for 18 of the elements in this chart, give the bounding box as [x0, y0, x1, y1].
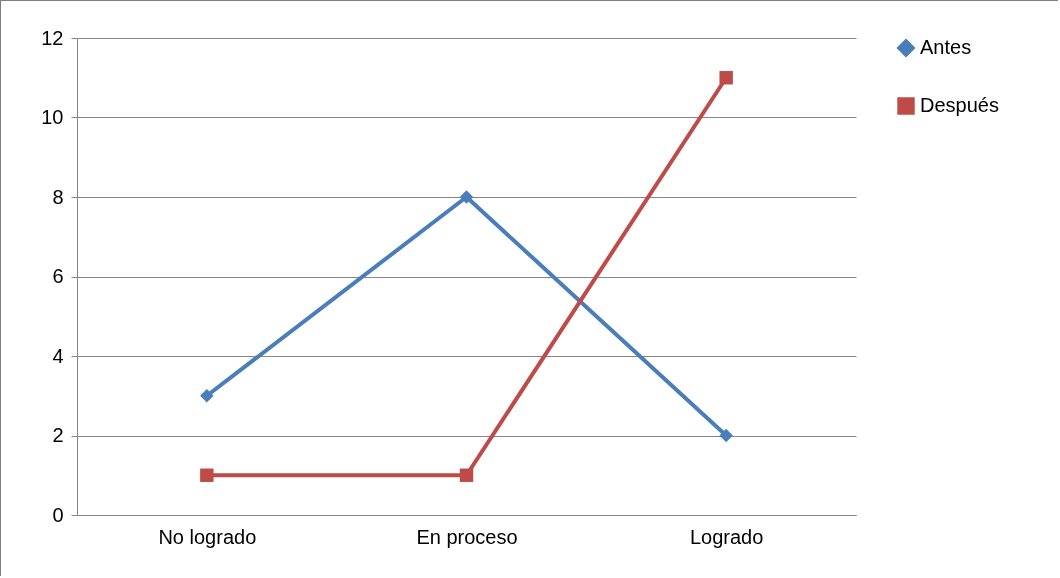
- y-tick-label: 10: [41, 106, 64, 128]
- x-tick-label: En proceso: [416, 525, 518, 548]
- legend-label: Antes: [920, 36, 972, 58]
- x-tick-label: Logrado: [689, 525, 764, 548]
- y-tick-label: 4: [52, 344, 64, 367]
- y-tick-label: 12: [41, 26, 64, 49]
- point: [200, 468, 214, 482]
- y-tick-label: 2: [52, 424, 64, 446]
- point: [459, 468, 474, 482]
- y-tick-label: 8: [52, 185, 64, 208]
- y-tick-label: 0: [52, 503, 64, 526]
- point: [719, 428, 733, 443]
- point: [459, 190, 474, 204]
- point: [200, 389, 214, 403]
- point: [719, 71, 733, 85]
- y-tick-label: 6: [52, 265, 64, 287]
- x-tick-label: No logrado: [158, 525, 257, 548]
- legend-label: Después: [920, 94, 999, 116]
